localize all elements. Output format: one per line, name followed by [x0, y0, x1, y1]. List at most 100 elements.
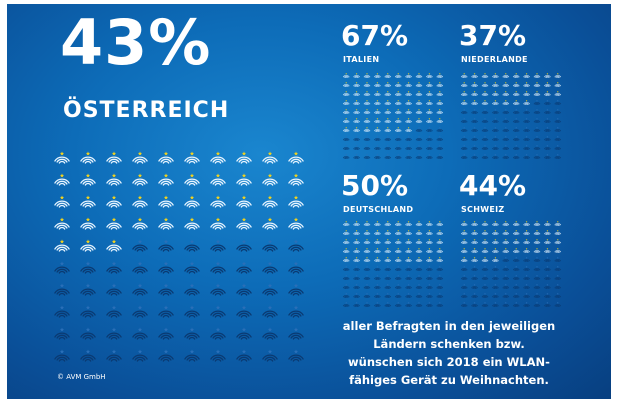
schweiz-wifi-tree-icon: [471, 220, 478, 227]
niederlande-wifi-tree-icon: [492, 99, 499, 106]
austria-wifi-tree-icon: [80, 195, 96, 208]
niederlande-wifi-tree-icon: [512, 144, 520, 151]
deutschland-wifi-tree-icon: [436, 247, 444, 254]
niederlande-wifi-tree-icon: [492, 153, 499, 160]
austria-wifi-tree-icon: [158, 349, 174, 362]
italien-wifi-tree-icon: [436, 72, 444, 79]
niederlande-wifi-tree-icon: [492, 135, 499, 142]
austria-wifi-tree-icon: [262, 195, 278, 208]
italien-wifi-tree-icon: [374, 153, 381, 160]
switzerland-label: SCHWEIZ: [461, 205, 505, 214]
niederlande-wifi-tree-icon: [554, 117, 562, 124]
austria-wifi-tree-icon: [210, 305, 226, 318]
deutschland-wifi-tree-icon: [342, 247, 350, 254]
deutschland-wifi-tree-icon: [384, 220, 392, 227]
italien-wifi-tree-icon: [405, 135, 412, 142]
italien-wifi-tree-icon: [342, 117, 350, 124]
deutschland-wifi-tree-icon: [394, 229, 402, 236]
austria-wifi-tree-icon: [132, 217, 148, 230]
schweiz-wifi-tree-icon: [481, 229, 489, 236]
schweiz-wifi-tree-icon: [523, 229, 530, 236]
italien-wifi-tree-icon: [384, 81, 392, 88]
niederlande-wifi-tree-icon: [512, 81, 520, 88]
italien-wifi-tree-icon: [426, 81, 433, 88]
italien-wifi-tree-icon: [363, 153, 371, 160]
austria-wifi-tree-icon: [288, 217, 304, 230]
austria-wifi-tree-icon: [288, 151, 304, 164]
italien-wifi-tree-icon: [353, 153, 360, 160]
italien-wifi-tree-icon: [353, 117, 360, 124]
deutschland-wifi-tree-icon: [374, 247, 381, 254]
austria-wifi-tree-icon: [54, 349, 70, 362]
niederlande-wifi-tree-icon: [471, 153, 478, 160]
italien-wifi-tree-icon: [342, 72, 350, 79]
austria-wifi-tree-icon: [184, 217, 200, 230]
italien-wifi-tree-icon: [374, 99, 381, 106]
niederlande-wifi-tree-icon: [481, 144, 489, 151]
schweiz-wifi-tree-icon: [544, 238, 551, 245]
italien-wifi-tree-icon: [436, 90, 444, 97]
austria-wifi-tree-icon: [80, 217, 96, 230]
austria-wifi-tree-icon: [184, 173, 200, 186]
austria-wifi-tree-icon: [54, 239, 70, 252]
niederlande-wifi-tree-icon: [533, 90, 541, 97]
niederlande-wifi-tree-icon: [481, 126, 489, 133]
schweiz-wifi-tree-icon: [460, 238, 468, 245]
italien-wifi-tree-icon: [384, 117, 392, 124]
schweiz-wifi-tree-icon: [523, 220, 530, 227]
schweiz-wifi-tree-icon: [554, 283, 562, 290]
austria-wifi-tree-icon: [106, 327, 122, 340]
schweiz-wifi-tree-icon: [554, 220, 562, 227]
deutschland-wifi-tree-icon: [374, 301, 381, 308]
deutschland-wifi-tree-icon: [342, 265, 350, 272]
deutschland-wifi-tree-icon: [415, 238, 423, 245]
schweiz-wifi-tree-icon: [492, 247, 499, 254]
italien-wifi-tree-icon: [342, 90, 350, 97]
italien-wifi-tree-icon: [374, 81, 381, 88]
italien-wifi-tree-icon: [394, 126, 402, 133]
italien-wifi-tree-icon: [353, 144, 360, 151]
deutschland-wifi-tree-icon: [353, 265, 360, 272]
schweiz-wifi-tree-icon: [533, 274, 541, 281]
schweiz-wifi-tree-icon: [481, 283, 489, 290]
austria-wifi-tree-icon: [210, 151, 226, 164]
austria-wifi-tree-icon: [210, 173, 226, 186]
niederlande-wifi-tree-icon: [492, 117, 499, 124]
schweiz-wifi-tree-icon: [481, 238, 489, 245]
niederlande-wifi-tree-icon: [502, 135, 510, 142]
germany-icon-grid: [342, 220, 444, 308]
schweiz-wifi-tree-icon: [502, 265, 510, 272]
schweiz-wifi-tree-icon: [471, 238, 478, 245]
italien-wifi-tree-icon: [415, 117, 423, 124]
deutschland-wifi-tree-icon: [426, 301, 433, 308]
austria-wifi-tree-icon: [210, 261, 226, 274]
italien-wifi-tree-icon: [342, 99, 350, 106]
schweiz-wifi-tree-icon: [471, 274, 478, 281]
niederlande-wifi-tree-icon: [460, 81, 468, 88]
niederlande-wifi-tree-icon: [471, 72, 478, 79]
schweiz-wifi-tree-icon: [533, 247, 541, 254]
schweiz-wifi-tree-icon: [492, 283, 499, 290]
austria-label: ÖSTERREICH: [63, 98, 230, 123]
deutschland-wifi-tree-icon: [363, 238, 371, 245]
austria-wifi-tree-icon: [288, 239, 304, 252]
italien-wifi-tree-icon: [394, 81, 402, 88]
austria-wifi-tree-icon: [158, 173, 174, 186]
niederlande-wifi-tree-icon: [533, 153, 541, 160]
schweiz-wifi-tree-icon: [554, 247, 562, 254]
austria-wifi-tree-icon: [236, 349, 252, 362]
austria-wifi-tree-icon: [262, 261, 278, 274]
deutschland-wifi-tree-icon: [415, 247, 423, 254]
austria-wifi-tree-icon: [132, 305, 148, 318]
deutschland-wifi-tree-icon: [374, 274, 381, 281]
schweiz-wifi-tree-icon: [554, 274, 562, 281]
niederlande-wifi-tree-icon: [471, 99, 478, 106]
austria-wifi-tree-icon: [158, 283, 174, 296]
deutschland-wifi-tree-icon: [436, 274, 444, 281]
austria-wifi-tree-icon: [54, 151, 70, 164]
schweiz-wifi-tree-icon: [502, 220, 510, 227]
austria-wifi-tree-icon: [80, 151, 96, 164]
italien-wifi-tree-icon: [363, 81, 371, 88]
italy-icon-grid: [342, 72, 444, 160]
italy-label: ITALIEN: [343, 55, 380, 64]
